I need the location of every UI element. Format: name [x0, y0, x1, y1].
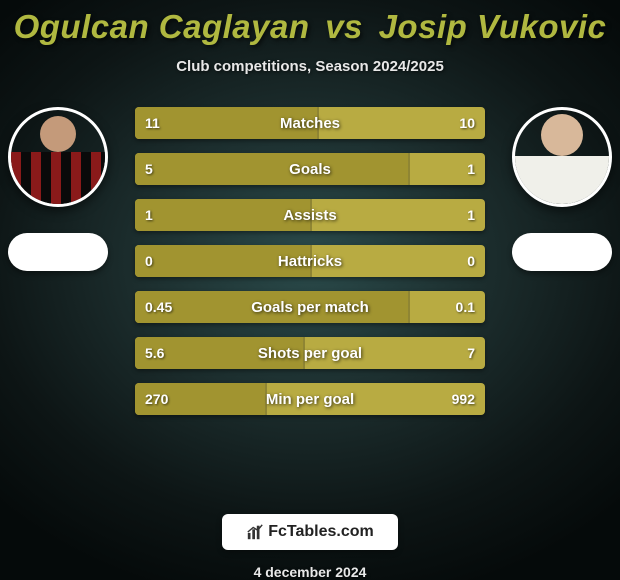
infographic-container: Ogulcan Caglayan vs Josip Vukovic Club c…: [0, 0, 620, 580]
title-player2: Josip Vukovic: [379, 8, 607, 45]
metric-bar: 11Assists: [135, 199, 485, 231]
player1-avatar-image: [11, 110, 105, 204]
title-player1: Ogulcan Caglayan: [14, 8, 310, 45]
title-separator: vs: [325, 8, 363, 45]
metric-label: Goals: [135, 153, 485, 185]
subtitle: Club competitions, Season 2024/2025: [176, 58, 444, 75]
metric-label: Hattricks: [135, 245, 485, 277]
player1-club-logo: [8, 233, 108, 271]
date-text: 4 december 2024: [254, 564, 367, 580]
metric-bar: 00Hattricks: [135, 245, 485, 277]
brand-text: FcTables.com: [268, 523, 374, 541]
player2-avatar: [512, 107, 612, 207]
metric-bar: 51Goals: [135, 153, 485, 185]
player2-club-logo: [512, 233, 612, 271]
player2-side: [512, 101, 612, 271]
metric-label: Goals per match: [135, 291, 485, 323]
main-row: 1110Matches 51Goals 11Assists 00Hattricks 0.…: [0, 107, 620, 492]
metric-bar: 0.450.1Goals per match: [135, 291, 485, 323]
metric-label: Assists: [135, 199, 485, 231]
metric-bar: 270992Min per goal: [135, 383, 485, 415]
player1-avatar: [8, 107, 108, 207]
metric-label: Matches: [135, 107, 485, 139]
brand-chart-icon: [246, 523, 264, 541]
metric-label: Min per goal: [135, 383, 485, 415]
player2-avatar-image: [515, 110, 609, 204]
page-title: Ogulcan Caglayan vs Josip Vukovic: [14, 8, 607, 46]
brand-badge: FcTables.com: [222, 514, 398, 550]
metric-label: Shots per goal: [135, 337, 485, 369]
player1-side: [8, 101, 108, 271]
metric-bar: 1110Matches: [135, 107, 485, 139]
metric-bar: 5.67Shots per goal: [135, 337, 485, 369]
comparison-bars: 1110Matches 51Goals 11Assists 00Hattricks 0.…: [135, 107, 485, 415]
